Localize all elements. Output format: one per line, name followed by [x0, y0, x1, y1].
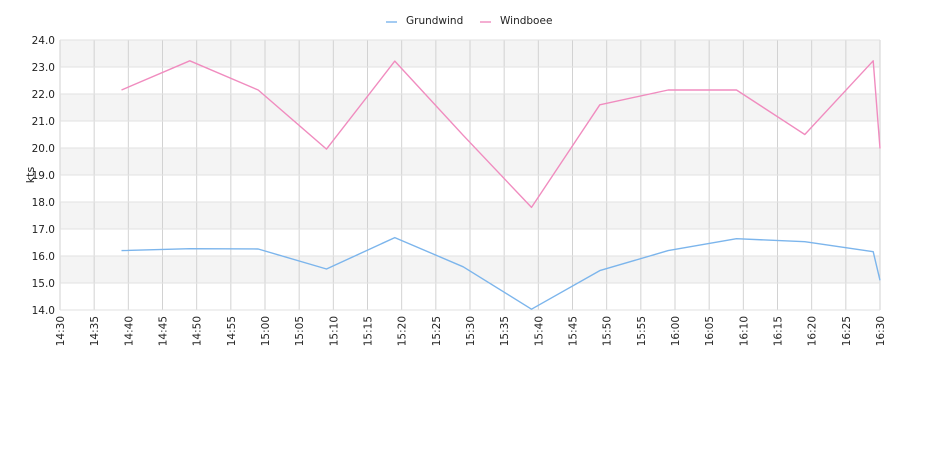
x-tick-label: 15:35 [499, 316, 511, 346]
x-tick-label: 15:05 [294, 316, 306, 346]
x-tick-label: 16:20 [807, 316, 819, 346]
y-tick-label: 22.0 [32, 89, 55, 101]
x-tick-label: 14:35 [89, 316, 101, 346]
series-line-grundwind [121, 236, 881, 310]
y-tick-label: 15.0 [32, 278, 55, 290]
series-layer [121, 60, 881, 310]
x-tick-label: 16:05 [704, 316, 716, 346]
x-tick-label: 16:30 [875, 316, 887, 346]
y-axis-label: kts [24, 167, 37, 184]
x-tick-label: 15:15 [363, 316, 375, 346]
x-tick-label: 15:00 [260, 316, 272, 346]
x-tick-label: 15:50 [602, 316, 614, 346]
x-tick-label: 15:30 [465, 316, 477, 346]
y-tick-label: 16.0 [32, 251, 55, 263]
x-tick-label: 15:45 [568, 316, 580, 346]
x-tick-label: 14:30 [55, 316, 67, 346]
x-tick-label: 15:40 [533, 316, 545, 346]
series-line-windboee [121, 60, 881, 209]
x-tick-label: 14:40 [123, 316, 135, 346]
grid-lines [59, 39, 881, 311]
x-axis-ticks: 14:30 14:35 14:40 14:45 14:50 14:55 15:00 15:05… [55, 316, 887, 346]
x-tick-label: 16:10 [738, 316, 750, 346]
x-tick-label: 14:45 [158, 316, 170, 346]
x-tick-label: 15:25 [431, 316, 443, 346]
legend-label-grundwind: Grundwind [406, 15, 463, 27]
y-tick-label: 17.0 [32, 224, 55, 236]
y-tick-label: 14.0 [32, 305, 55, 317]
x-tick-label: 15:55 [636, 316, 648, 346]
x-tick-label: 14:55 [226, 316, 238, 346]
x-tick-label: 14:50 [192, 316, 204, 346]
x-tick-label: 16:15 [773, 316, 785, 346]
y-tick-label: 24.0 [32, 35, 55, 47]
legend-label-windboee: Windboee [500, 15, 552, 27]
y-tick-label: 18.0 [32, 197, 55, 209]
x-tick-label: 15:20 [397, 316, 409, 346]
y-tick-label: 19.0 [32, 170, 55, 182]
y-axis-ticks: 14.0 15.0 16.0 17.0 18.0 19.0 20.0 21.0 22.0 23.0… [32, 35, 55, 317]
y-tick-label: 21.0 [32, 116, 55, 128]
y-tick-label: 20.0 [32, 143, 55, 155]
x-tick-label: 16:00 [670, 316, 682, 346]
y-tick-label: 23.0 [32, 62, 55, 74]
legend: Grundwind Windboee [386, 15, 552, 27]
x-tick-label: 15:10 [328, 316, 340, 346]
x-tick-label: 16:25 [841, 316, 853, 346]
